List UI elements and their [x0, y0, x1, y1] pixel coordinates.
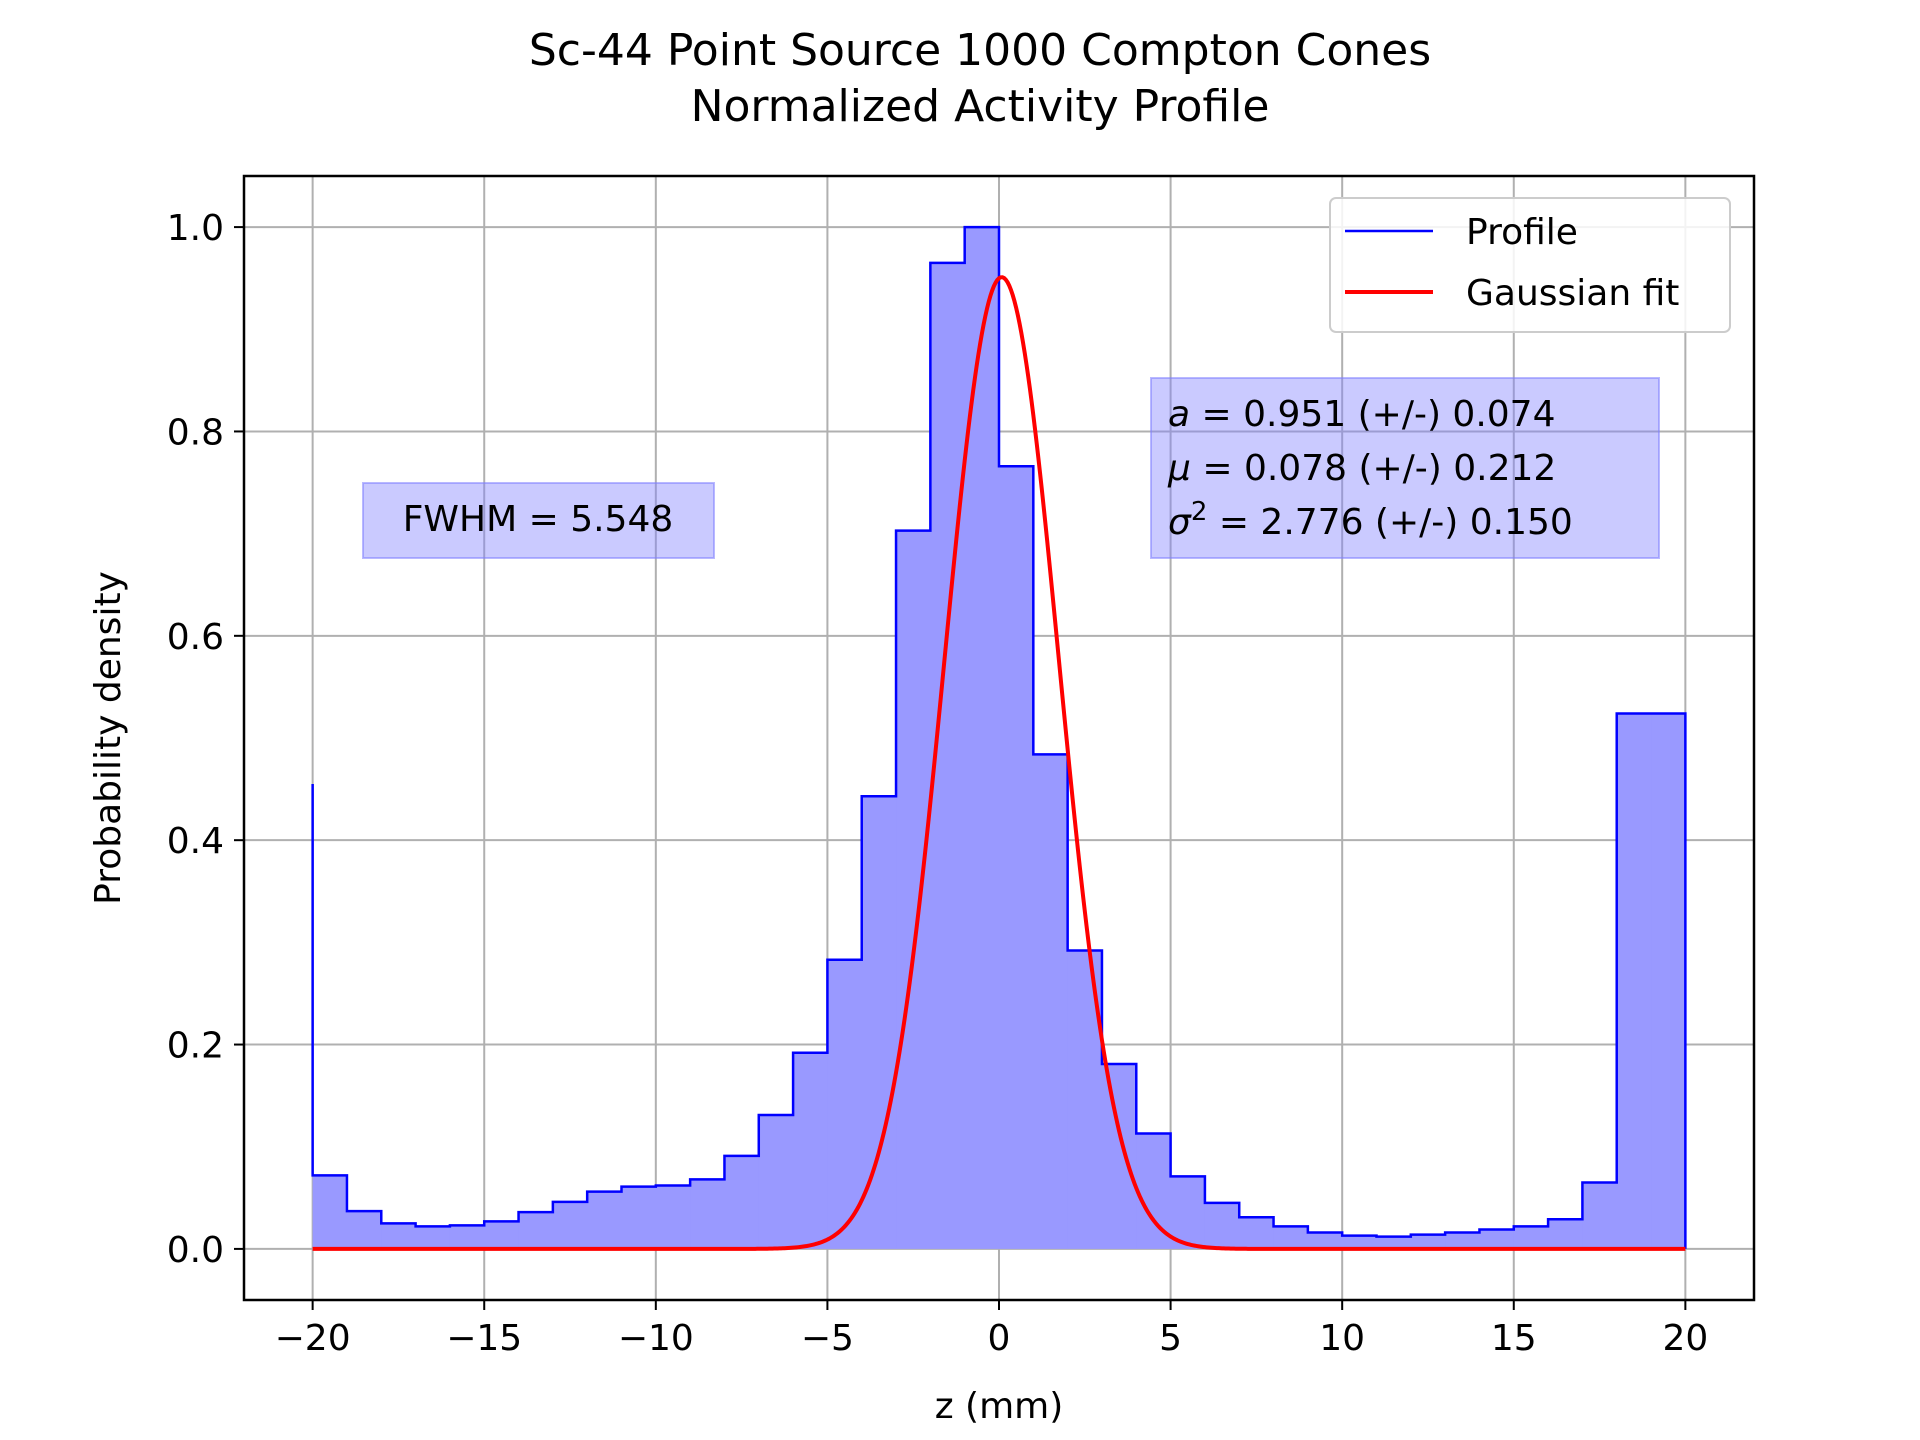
y-tick-label: 0.6	[167, 617, 224, 658]
histogram-bar	[518, 1212, 554, 1249]
x-tick-label: 20	[1662, 1318, 1708, 1359]
histogram-bar	[793, 1052, 829, 1249]
chart-title-line2: Normalized Activity Profile	[691, 81, 1270, 132]
histogram-bar	[1273, 1226, 1309, 1249]
y-tick-label: 0.4	[167, 821, 224, 862]
histogram-bar	[758, 1115, 794, 1249]
fit-annotations: FWHM = 5.548 a = 0.951 (+/-) 0.074 μ = 0.0…	[362, 377, 1660, 559]
legend-profile-label: Profile	[1466, 212, 1578, 253]
x-tick-label: 0	[988, 1318, 1011, 1359]
histogram-bar	[861, 796, 897, 1249]
histogram-bar	[999, 466, 1034, 1249]
y-tick-label: 0.0	[167, 1230, 224, 1271]
gaussian-fit-line	[312, 275, 1686, 1251]
histogram-bar	[1479, 1229, 1515, 1249]
profile-step-line	[311, 225, 1687, 1249]
fit-param-line: μ = 0.078 (+/-) 0.212	[1167, 448, 1556, 489]
x-axis-label: z (mm)	[935, 1386, 1064, 1427]
histogram-bar	[1548, 1219, 1584, 1249]
histogram-bar	[1445, 1232, 1481, 1249]
x-axis-ticks: −20 −15 −10 −5 0 5 10 15 20	[275, 1300, 1708, 1359]
histogram-bar	[1410, 1234, 1446, 1249]
histogram-bar	[1651, 713, 1686, 1249]
histogram-bar	[1101, 1063, 1137, 1249]
y-tick-label: 0.2	[167, 1026, 224, 1067]
histogram-bar	[415, 1226, 451, 1249]
histogram-bar	[346, 1211, 382, 1249]
histogram-bar	[1307, 1232, 1343, 1249]
x-tick-label: −5	[801, 1318, 854, 1359]
chart-title-line1: Sc-44 Point Source 1000 Compton Cones	[529, 25, 1431, 76]
histogram-bar	[724, 1155, 760, 1249]
histogram-bar	[896, 530, 931, 1249]
x-tick-label: −15	[446, 1318, 522, 1359]
y-axis-ticks: 0.0 0.2 0.4 0.6 0.8 1.0	[167, 208, 244, 1271]
histogram-bar	[1513, 1226, 1549, 1249]
fit-params-box	[1150, 377, 1660, 559]
histogram-bar	[1582, 1182, 1618, 1249]
y-tick-label: 1.0	[167, 208, 224, 249]
fwhm-text: FWHM = 5.548	[403, 499, 674, 540]
legend: Profile Gaussian fit	[1329, 197, 1731, 333]
histogram-bar	[1204, 1202, 1240, 1249]
histogram-bar	[621, 1186, 657, 1249]
y-axis-label: Probability density	[88, 571, 129, 905]
gaussian-fit-curve	[312, 275, 1686, 1251]
legend-fit-label: Gaussian fit	[1466, 273, 1679, 314]
x-tick-label: −10	[618, 1318, 694, 1359]
histogram-bar	[1239, 1217, 1275, 1249]
fit-param-line: a = 0.951 (+/-) 0.074	[1168, 394, 1556, 435]
y-tick-label: 0.8	[167, 412, 224, 453]
histogram-bar	[312, 1175, 348, 1249]
histogram-bar	[827, 959, 863, 1249]
histogram-bar	[552, 1201, 588, 1249]
histogram-bar	[1170, 1176, 1206, 1249]
x-tick-label: 15	[1491, 1318, 1537, 1359]
x-tick-label: 5	[1159, 1318, 1182, 1359]
histogram-bar	[964, 227, 1000, 1249]
histogram-bar	[1342, 1235, 1378, 1249]
histogram-bar	[1376, 1236, 1412, 1249]
histogram-bar	[1616, 713, 1652, 1249]
histogram-bar	[655, 1185, 691, 1249]
fit-param-line: σ2 = 2.776 (+/-) 0.150	[1168, 497, 1573, 543]
histogram-bar	[1136, 1133, 1172, 1249]
x-tick-label: 10	[1319, 1318, 1365, 1359]
fwhm-box	[362, 482, 715, 559]
histogram-bar	[449, 1225, 485, 1249]
histogram-bar	[484, 1221, 520, 1249]
histogram-profile	[311, 225, 1687, 1249]
histogram-bar	[690, 1179, 726, 1249]
x-tick-label: −20	[275, 1318, 351, 1359]
histogram-bar	[587, 1191, 623, 1249]
histogram-bar	[1033, 754, 1069, 1249]
histogram-bar	[381, 1223, 417, 1249]
